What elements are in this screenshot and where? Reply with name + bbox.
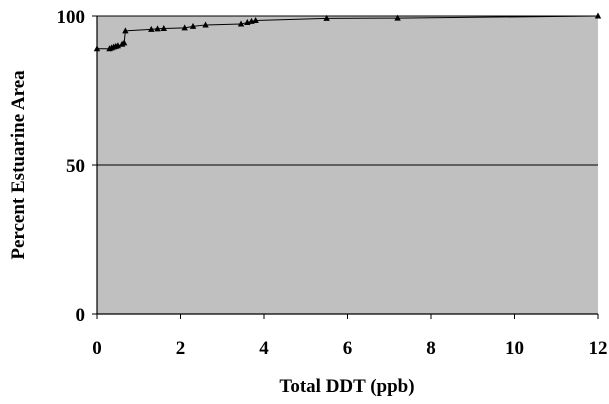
data-point-12 [181,24,188,31]
data-point-15 [237,20,245,27]
x-axis-title: Total DDT (ppb) [279,376,414,397]
data-point-20 [394,14,401,21]
x-tick-label-6: 6 [343,338,353,359]
data-point-19 [323,14,330,21]
data-point-11 [160,25,167,32]
y-tick-label-50: 50 [66,156,85,177]
x-tick-label-10: 10 [505,338,524,359]
data-point-14 [202,21,209,28]
data-point-21 [594,12,602,19]
data-point-9 [148,25,155,32]
y-axis-title: Percent Estuarine Area [8,70,29,260]
data-point-8 [122,27,129,34]
data-point-18 [252,16,259,23]
data-point-10 [154,25,161,32]
y-tick-label-0: 0 [76,305,86,326]
x-tick-label-2: 2 [176,338,186,359]
data-point-13 [189,22,197,29]
x-tick-label-0: 0 [92,338,102,359]
x-tick-label-8: 8 [426,338,436,359]
y-tick-label-100: 100 [57,7,86,28]
x-tick-label-12: 12 [589,338,608,359]
data-point-7 [120,39,128,46]
x-tick-label-4: 4 [259,338,269,359]
data-point-0 [93,45,101,52]
